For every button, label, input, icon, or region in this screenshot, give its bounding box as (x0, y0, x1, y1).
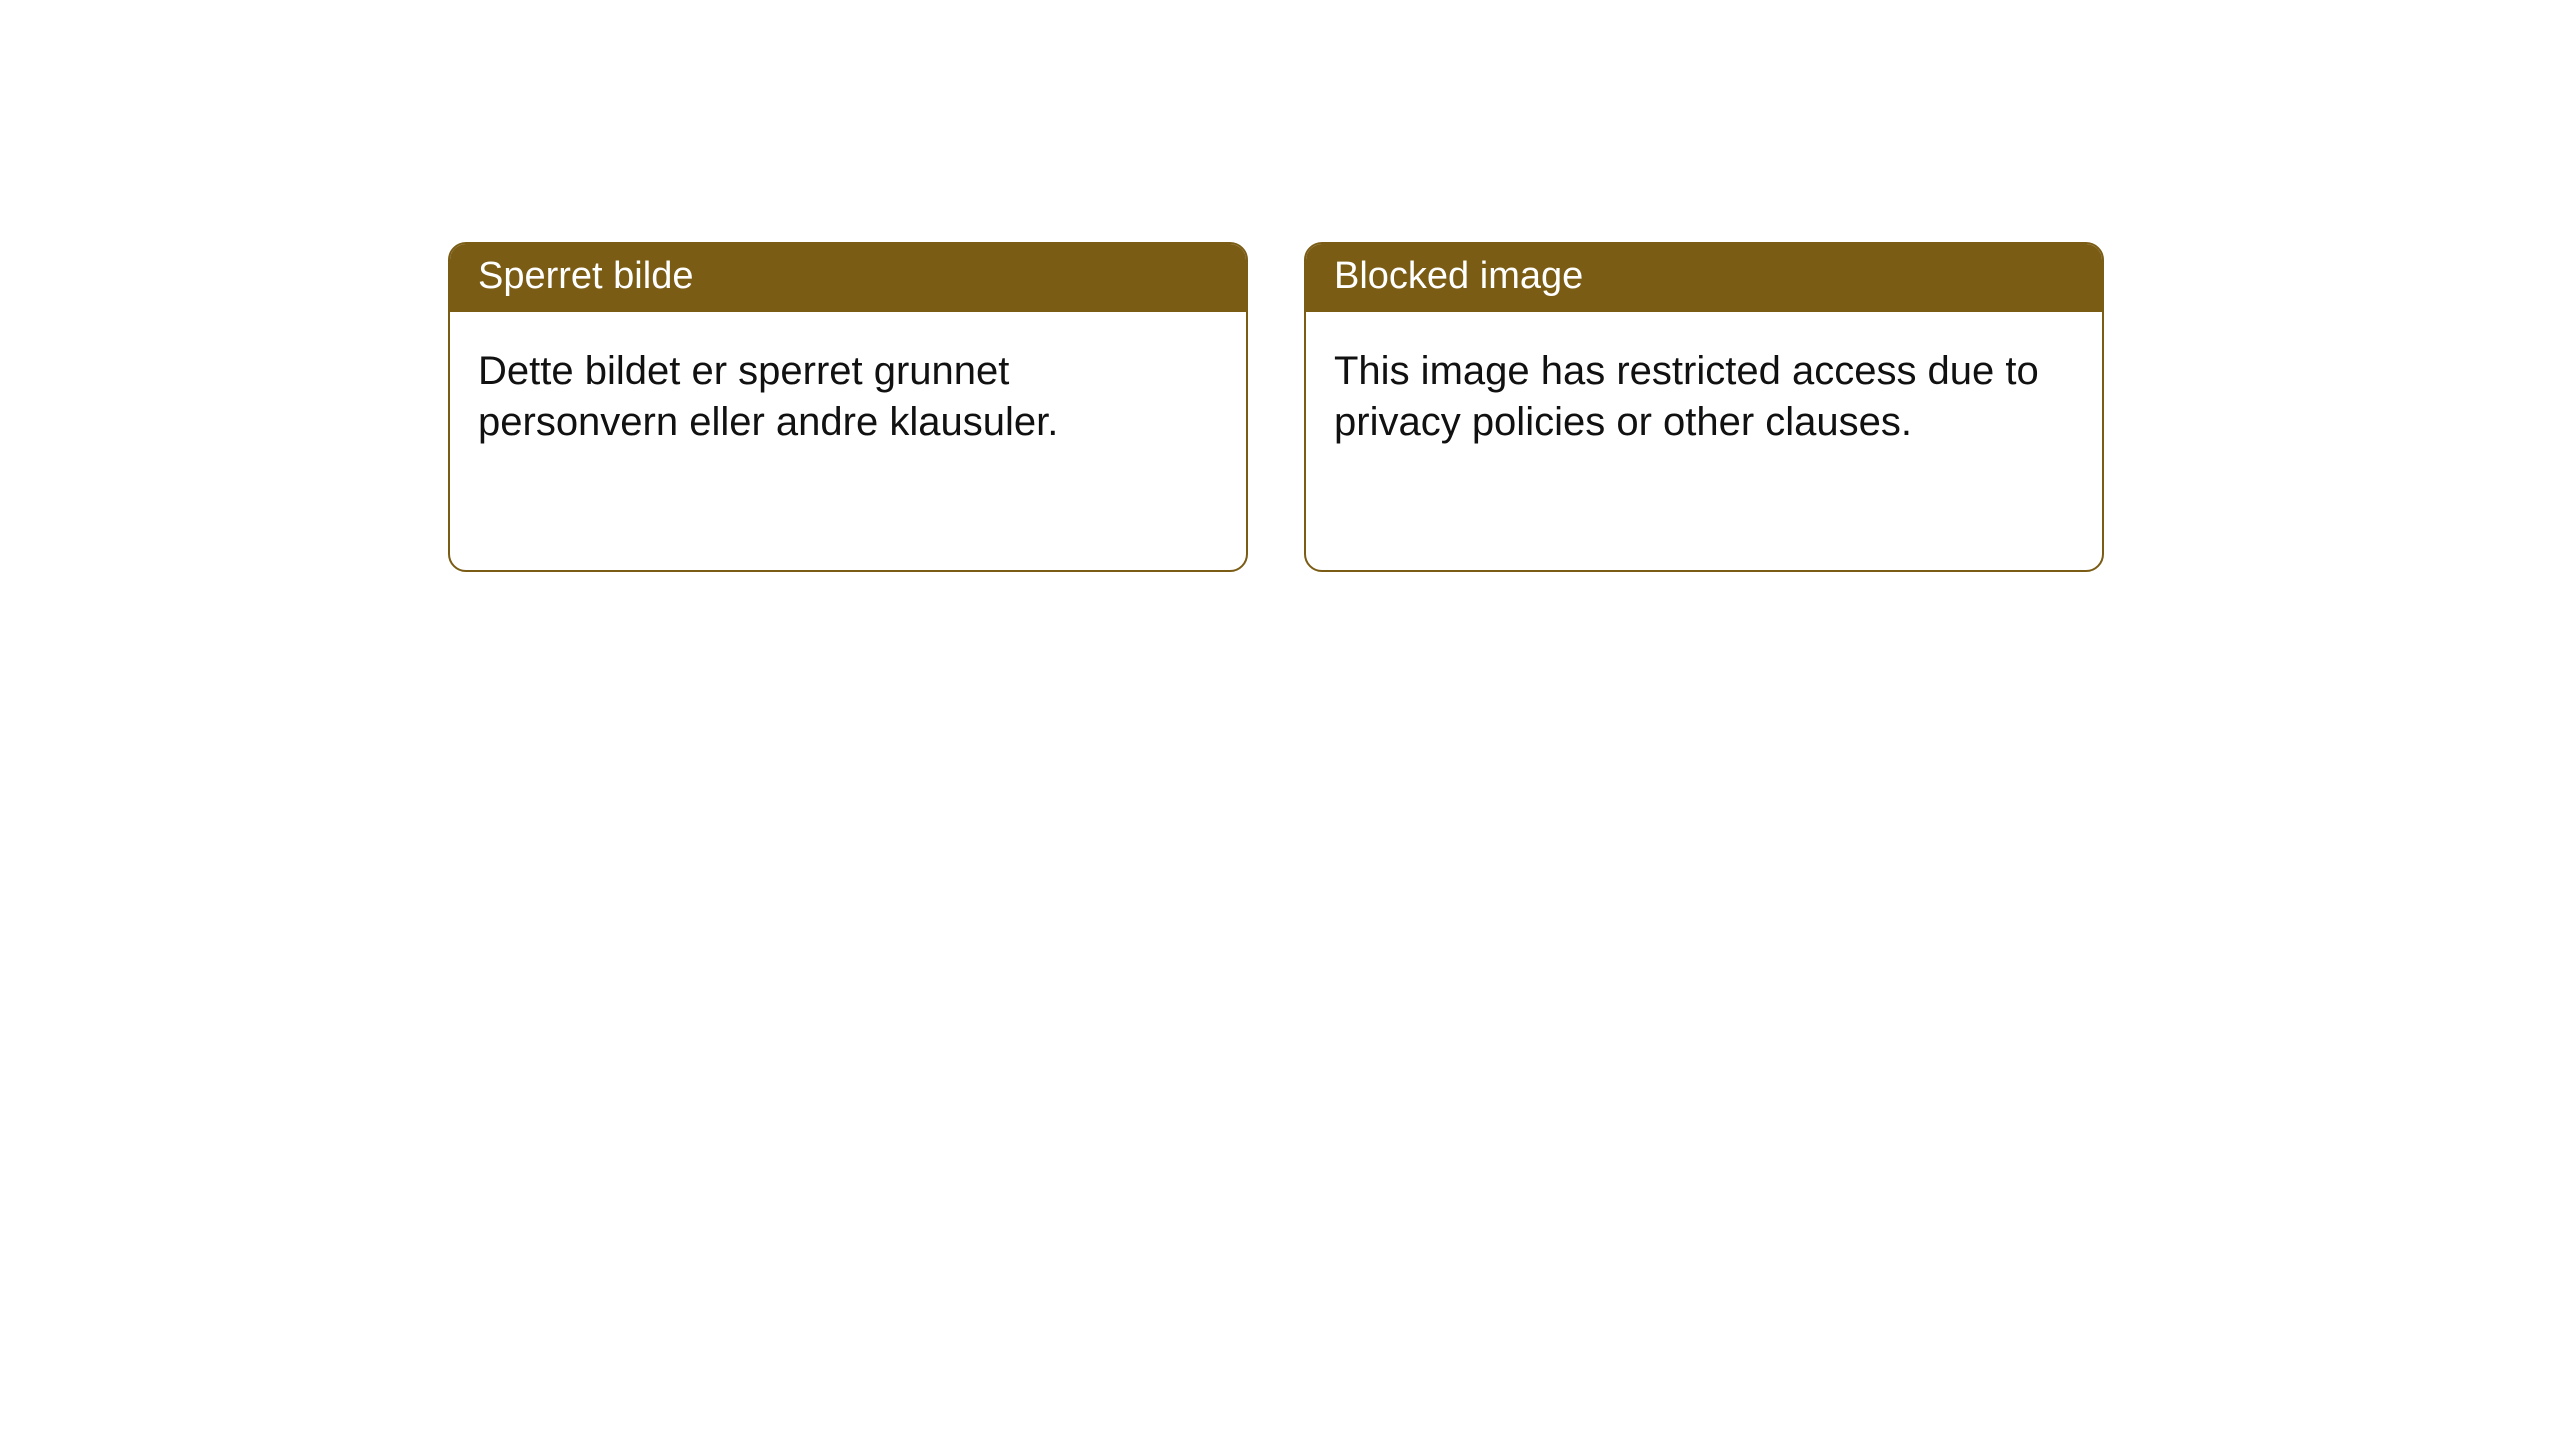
card-body-en: This image has restricted access due to … (1306, 312, 2102, 570)
blocked-image-card-no: Sperret bilde Dette bildet er sperret gr… (448, 242, 1248, 572)
notice-container: Sperret bilde Dette bildet er sperret gr… (0, 0, 2560, 572)
card-body-no: Dette bildet er sperret grunnet personve… (450, 312, 1246, 570)
card-header-no: Sperret bilde (450, 244, 1246, 312)
blocked-image-card-en: Blocked image This image has restricted … (1304, 242, 2104, 572)
card-header-en: Blocked image (1306, 244, 2102, 312)
